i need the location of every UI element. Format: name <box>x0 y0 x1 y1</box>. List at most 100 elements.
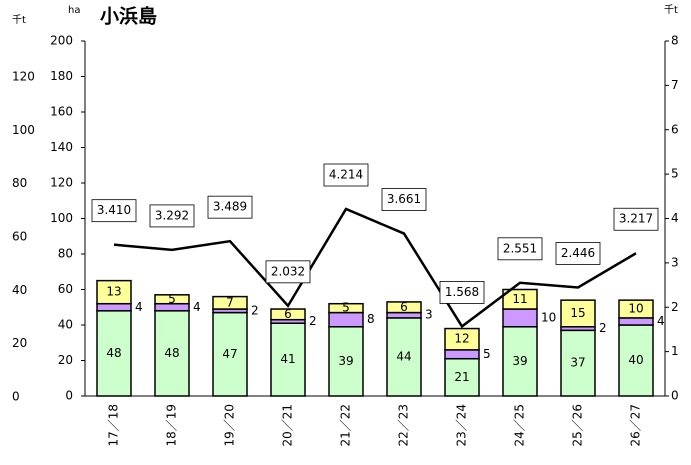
y2-tick-label: 5 <box>671 167 679 181</box>
bar-segment <box>270 308 306 321</box>
x-tick-label: 24／25 <box>513 404 527 447</box>
y3-tick-label: 60 <box>12 230 27 244</box>
bar-segment <box>502 326 538 397</box>
bar-segment <box>444 349 480 360</box>
line-value-label: 3.217 <box>619 212 653 226</box>
bar-segment <box>444 357 480 397</box>
label-box <box>207 195 253 219</box>
value-label: 2 <box>599 321 607 335</box>
value-label: 11 <box>512 292 527 306</box>
value-label: 2 <box>309 314 317 328</box>
bar-segment <box>212 311 248 397</box>
y-tick-label: 0 <box>65 389 73 403</box>
label-box <box>381 188 427 211</box>
y3-tick-label: 100 <box>12 123 35 137</box>
value-label: 44 <box>396 349 411 363</box>
y2-tick-label: 2 <box>671 300 679 314</box>
bar-segment <box>328 311 364 328</box>
line-value-label: 2.446 <box>561 246 595 260</box>
y2-tick-label: 1 <box>671 344 679 358</box>
y3-tick-label: 0 <box>12 390 20 404</box>
x-tick-label: 22／23 <box>397 404 411 447</box>
value-label: 40 <box>628 353 643 367</box>
bar-segment <box>444 327 480 351</box>
value-label: 4 <box>657 314 665 328</box>
y-tick-label: 100 <box>50 211 73 225</box>
value-label: 37 <box>570 356 585 370</box>
value-label: 4 <box>135 300 143 314</box>
y-tick-label: 140 <box>50 140 73 154</box>
label-box <box>613 207 659 231</box>
value-label: 3 <box>425 308 433 322</box>
line-value-label: 3.410 <box>97 203 131 217</box>
y2-unit: 千t <box>664 4 678 16</box>
bar-segment <box>560 299 596 328</box>
bar-segment <box>618 299 654 319</box>
value-label: 15 <box>570 306 585 320</box>
line-value-label: 1.568 <box>445 285 479 299</box>
y2-tick-label: 4 <box>671 211 679 225</box>
y3-tick-label: 40 <box>12 283 27 297</box>
bar-segment <box>618 324 654 397</box>
value-label: 48 <box>164 346 179 360</box>
bar-segment <box>96 310 132 397</box>
bar-segment <box>502 308 538 328</box>
x-tick-label: 20／21 <box>281 404 295 447</box>
bar-segment <box>560 329 596 397</box>
line <box>113 207 637 329</box>
bar-segment <box>96 302 132 312</box>
y-tick-label: 180 <box>50 69 73 83</box>
x-tick-label: 23／24 <box>455 404 469 447</box>
y-tick-label: 200 <box>50 34 73 48</box>
value-label: 39 <box>338 354 353 368</box>
value-label: 8 <box>367 312 375 326</box>
x-tick-label: 17／18 <box>107 404 121 447</box>
bar-segment <box>618 317 654 326</box>
bar-segment <box>154 310 190 397</box>
label-box <box>323 163 369 187</box>
label-box <box>555 242 601 265</box>
value-label: 7 <box>226 295 234 309</box>
bar-segment <box>386 301 422 314</box>
y3-tick-label: 80 <box>12 176 27 190</box>
value-label: 12 <box>454 332 469 346</box>
value-label: 39 <box>512 354 527 368</box>
line-value-label: 4.214 <box>329 168 363 182</box>
y-tick-label: 120 <box>50 176 73 190</box>
line-value-label: 2.032 <box>271 264 305 278</box>
line-value-label: 3.292 <box>155 208 189 222</box>
value-label: 13 <box>106 285 121 299</box>
value-label: 5 <box>168 292 176 306</box>
label-box <box>91 199 137 223</box>
value-label: 48 <box>106 346 121 360</box>
bar-segment <box>212 295 248 310</box>
label-box <box>149 204 195 228</box>
chart-title: 小浜島 <box>100 5 157 28</box>
y2-tick-label: 6 <box>671 122 679 136</box>
value-label: 5 <box>483 347 491 361</box>
bar-segment <box>96 279 132 305</box>
x-tick-label: 25／26 <box>571 404 585 447</box>
bar-segment <box>328 302 364 314</box>
y-tick-label: 160 <box>50 105 73 119</box>
label-box <box>497 237 543 261</box>
x-tick-label: 21／22 <box>339 404 353 447</box>
bar-segment <box>154 294 190 305</box>
value-label: 6 <box>284 307 292 321</box>
x-tick-label: 19／20 <box>223 404 237 447</box>
value-label: 10 <box>628 302 643 316</box>
value-label: 2 <box>251 303 259 317</box>
bar-segment <box>270 322 306 397</box>
value-label: 4 <box>193 300 201 314</box>
value-label: 21 <box>454 370 469 384</box>
y3-unit: 千t <box>12 14 26 26</box>
bar-segment <box>502 288 538 310</box>
value-label: 10 <box>541 310 556 324</box>
y-tick-label: 80 <box>58 247 73 261</box>
y3-tick-label: 20 <box>12 336 27 350</box>
value-label: 6 <box>400 300 408 314</box>
y3-tick-label: 120 <box>12 70 35 84</box>
y-unit: ha <box>68 5 80 16</box>
bar-segment <box>386 317 422 397</box>
